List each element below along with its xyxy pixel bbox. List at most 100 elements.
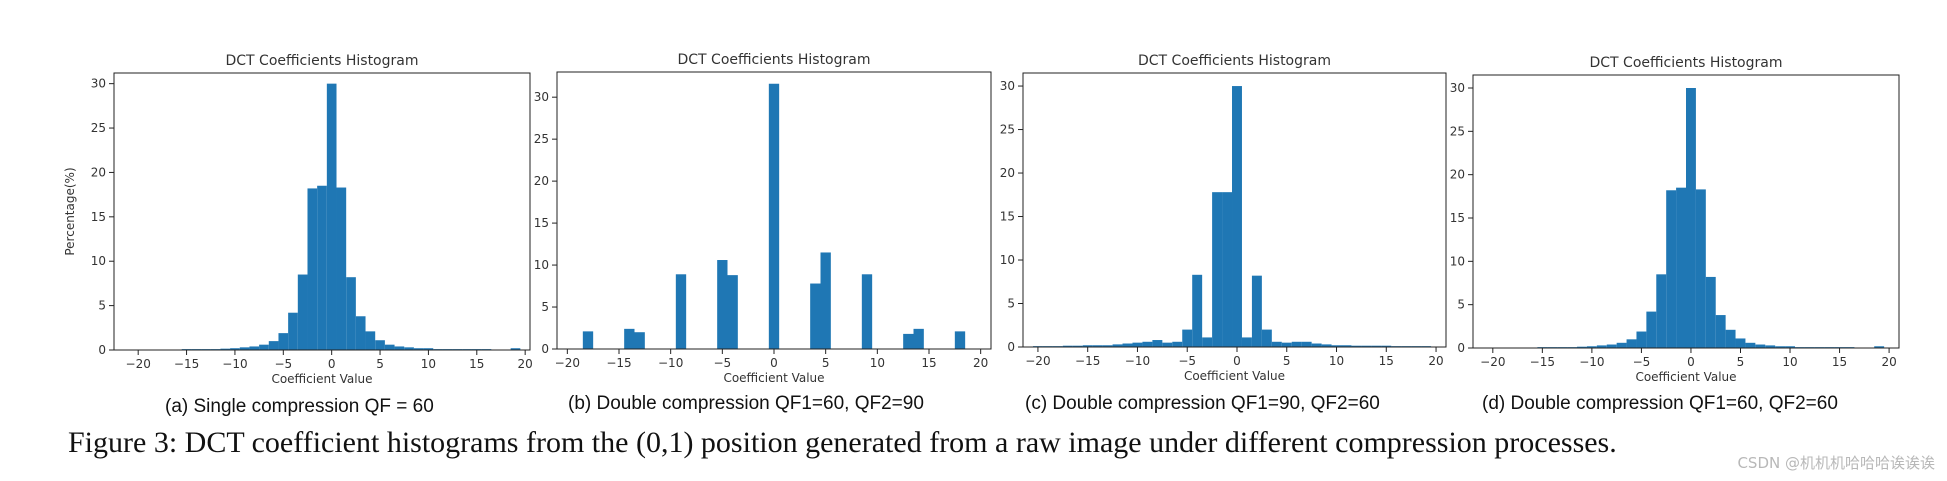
histogram-bar: [1172, 341, 1183, 347]
histogram-bar: [1321, 344, 1332, 347]
histogram-bar: [634, 332, 645, 349]
histogram-bar: [230, 348, 240, 350]
histogram-bar: [259, 344, 269, 350]
histogram-bar: [239, 347, 250, 350]
histogram-bar: [1212, 192, 1223, 347]
x-tick-label: −10: [1579, 355, 1604, 369]
x-tick-label: 5: [1283, 354, 1291, 368]
histogram-bar: [413, 348, 424, 350]
x-axis-label: Coefficient Value: [271, 372, 372, 386]
subcaption-a: (a) Single compression QF = 60: [165, 396, 434, 417]
x-tick-label: 15: [921, 356, 936, 370]
histogram-bar: [1331, 345, 1342, 347]
histogram-bar: [768, 83, 780, 349]
histogram-bar: [1666, 190, 1677, 348]
x-tick-label: 20: [973, 356, 988, 370]
x-tick-label: 5: [376, 357, 384, 371]
histogram-bar: [1152, 340, 1163, 347]
histogram-bar: [249, 346, 260, 350]
y-tick-label: 5: [1007, 297, 1015, 311]
histogram-bar: [1072, 345, 1083, 347]
histogram-bar: [1291, 341, 1302, 347]
histogram-bar: [317, 185, 327, 350]
y-tick-label: 10: [534, 258, 549, 272]
histogram-bar: [1606, 344, 1617, 348]
y-tick-label: 25: [1000, 123, 1015, 137]
y-tick-label: 20: [1450, 168, 1465, 182]
histogram-bar: [1351, 345, 1362, 347]
histogram-bar: [1192, 274, 1203, 347]
histogram-bar: [404, 347, 414, 350]
histogram-bar: [326, 83, 337, 351]
y-tick-label: 0: [541, 342, 549, 356]
watermark: CSDN @机机机哈哈哈诶诶诶: [1737, 454, 1935, 472]
x-axis-label: Coefficient Value: [1635, 370, 1736, 384]
histogram-bar: [1577, 346, 1587, 348]
histogram-bar: [1765, 345, 1776, 348]
chart-panel-3: −20 −15 −10 −5 0 5 10 15 20 0 5 10 15 20 25 30 DCT Coeff…: [1450, 55, 1900, 384]
x-tick-label: 15: [469, 357, 484, 371]
y-tick-label: 0: [98, 343, 106, 357]
subcaption-b: (b) Double compression QF1=60, QF2=90: [568, 393, 924, 414]
histogram-bar: [1626, 339, 1637, 348]
y-axis-label: Percentage(%): [63, 167, 77, 255]
y-tick-label: 25: [1450, 124, 1465, 138]
histogram-bar: [365, 331, 376, 350]
histogram-bar: [820, 252, 831, 349]
histogram-bar: [1381, 345, 1392, 347]
histogram-bar: [1271, 341, 1282, 347]
histogram-bar: [1222, 192, 1233, 347]
y-tick-label: 30: [1450, 81, 1465, 95]
y-tick-label: 0: [1007, 340, 1015, 354]
histogram-bar: [1092, 345, 1103, 347]
histogram-bar: [336, 187, 347, 350]
histogram-bar: [1586, 346, 1597, 348]
histogram-bar: [1785, 346, 1795, 348]
histogram-bar: [1232, 86, 1242, 348]
chart-title: DCT Coefficients Histogram: [678, 52, 871, 68]
histogram-bar: [278, 333, 289, 350]
y-tick-label: 30: [91, 77, 106, 91]
x-tick-label: 20: [518, 357, 533, 371]
y-tick-label: 5: [1457, 298, 1465, 312]
subcaption-d: (d) Double compression QF1=60, QF2=60: [1482, 393, 1838, 414]
x-tick-label: −5: [274, 357, 292, 371]
y-tick-label: 30: [534, 90, 549, 104]
histogram-bar: [1112, 344, 1123, 347]
histogram-bar: [1695, 189, 1706, 348]
y-tick-label: 10: [91, 254, 106, 268]
y-tick-label: 0: [1457, 341, 1465, 355]
x-axis-label: Coefficient Value: [1184, 369, 1285, 383]
x-tick-label: 20: [1881, 355, 1896, 369]
x-tick-label: 0: [1233, 354, 1241, 368]
x-axis-label: Coefficient Value: [723, 371, 824, 385]
histogram-bar: [1676, 187, 1686, 348]
histogram-bar: [1775, 346, 1786, 348]
histogram-bar: [1202, 337, 1213, 347]
x-tick-label: 0: [770, 356, 778, 370]
x-tick-label: 10: [421, 357, 436, 371]
x-tick-label: −10: [658, 356, 683, 370]
plot-frame: [1472, 74, 1900, 349]
y-tick-label: 25: [534, 132, 549, 146]
histogram-bar: [954, 331, 966, 349]
histogram-bar: [1735, 338, 1746, 348]
histogram-bar: [1596, 345, 1607, 348]
x-tick-label: −5: [1633, 355, 1651, 369]
histogram-bar: [582, 331, 594, 349]
x-tick-label: −10: [1125, 354, 1150, 368]
histogram-bar: [1745, 342, 1756, 348]
x-tick-label: 20: [1428, 354, 1443, 368]
x-tick-label: 10: [1329, 354, 1344, 368]
y-tick-label: 15: [1450, 211, 1465, 225]
histogram-bar: [1755, 344, 1766, 348]
chart-panel-2: −20 −15 −10 −5 0 5 10 15 20 0 5 10 15 20 25 30 DCT Coeff…: [1000, 53, 1447, 383]
chart-title: DCT Coefficients Histogram: [1138, 53, 1331, 69]
histogram-bar: [1142, 341, 1153, 347]
histogram-bar: [423, 348, 434, 350]
chart-panel-1: −20 −15 −10 −5 0 5 10 15 20 0 5 10 15 20 25 30 DCT Coeff…: [534, 52, 992, 385]
histogram-bar: [384, 344, 395, 350]
histogram-bar: [355, 316, 366, 350]
x-tick-label: 5: [822, 356, 830, 370]
histogram-bar: [375, 340, 385, 350]
